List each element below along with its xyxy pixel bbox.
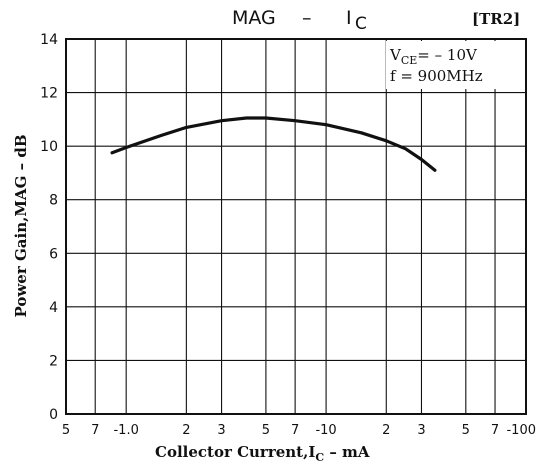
x-tick-label: 2	[182, 423, 190, 438]
y-axis-label: Power Gain,MAG – dB	[12, 135, 30, 318]
x-label-unit: – mA	[324, 443, 370, 461]
condition-vce: VCE= – 10V	[389, 46, 478, 67]
series-line	[110, 116, 437, 172]
y-tick-label: 2	[49, 353, 58, 369]
vce-value: = – 10V	[417, 46, 478, 64]
x-label-sub: C	[315, 451, 324, 464]
x-tick-label: -10	[315, 423, 336, 438]
x-tick-label: -1.0	[113, 423, 138, 438]
x-tick-labels: 5 7 -1.0 2 3 5 7 -10 2 3 5 7 -100	[62, 423, 536, 438]
y-tick-label: 4	[49, 300, 58, 316]
y-tick-label: 14	[40, 32, 58, 48]
condition-freq: f = 900MHz	[390, 67, 483, 85]
x-label-main: Collector Current,I	[155, 443, 315, 461]
y-tick-label: 6	[49, 246, 58, 262]
chart-title: MAG – I C	[232, 7, 367, 34]
x-tick-label: 7	[291, 423, 299, 438]
title-dash: –	[302, 7, 312, 29]
x-tick-label: 3	[417, 423, 425, 438]
y-tick-label: 10	[40, 139, 58, 155]
y-tick-label: 8	[49, 193, 58, 209]
y-tick-label: 0	[49, 407, 58, 423]
x-tick-label: 5	[262, 423, 270, 438]
vce-sub: CE	[401, 54, 417, 67]
conditions-box	[386, 41, 524, 89]
x-tick-label: 7	[491, 423, 499, 438]
x-tick-label: 7	[91, 423, 99, 438]
x-tick-label: 3	[217, 423, 225, 438]
series-group	[110, 116, 437, 172]
grid	[66, 39, 526, 414]
x-tick-label: 5	[62, 423, 70, 438]
title-var: I	[346, 7, 352, 29]
x-tick-label: 2	[382, 423, 390, 438]
x-axis-label: Collector Current,IC – mA	[155, 443, 370, 464]
title-main: MAG	[232, 7, 276, 29]
y-tick-labels: 0 2 4 6 8 10 12 14	[40, 32, 58, 423]
x-tick-label: -100	[506, 423, 536, 438]
vce-main: V	[389, 46, 402, 64]
plot-frame	[65, 38, 527, 415]
chart-tag: [TR2]	[472, 10, 520, 28]
y-tick-label: 12	[40, 86, 58, 102]
x-tick-label: 5	[462, 423, 470, 438]
title-sub: C	[355, 14, 367, 34]
